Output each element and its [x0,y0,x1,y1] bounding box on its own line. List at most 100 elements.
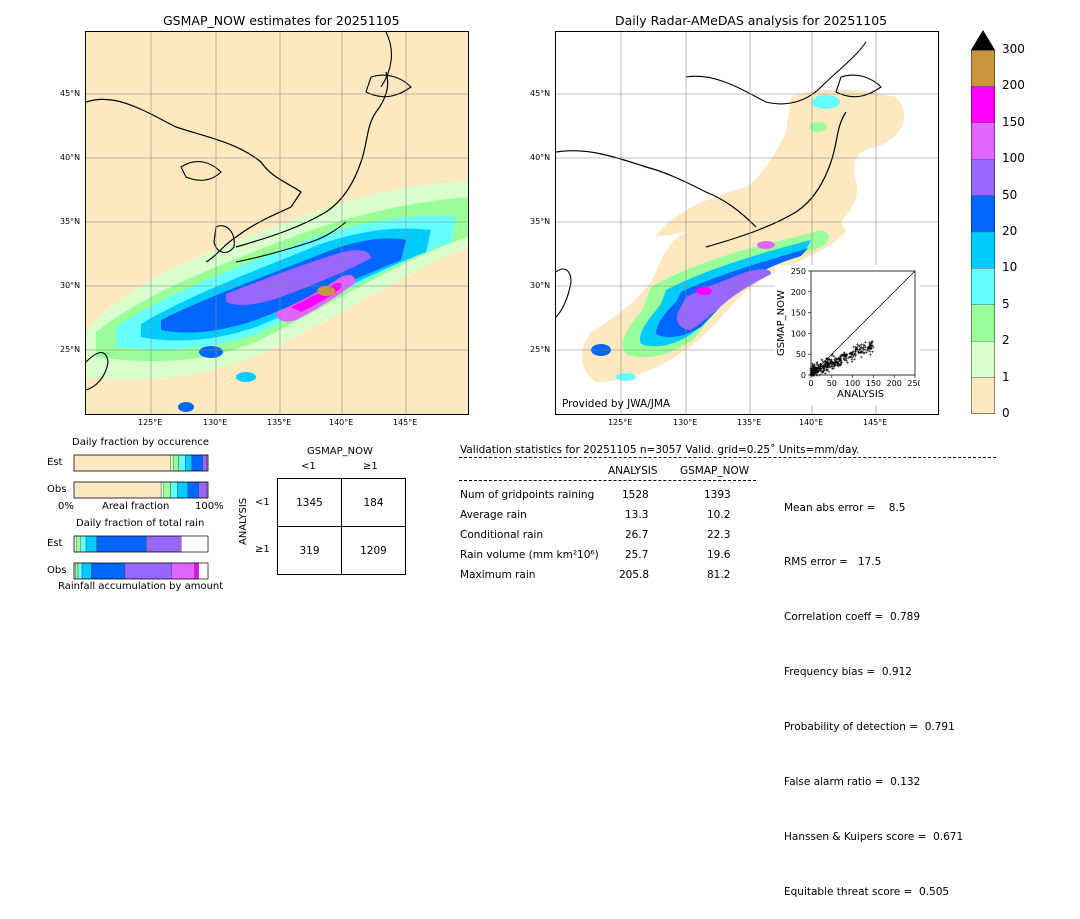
scatter-point [871,345,875,349]
scatter-point [826,358,829,361]
scatter-point [845,357,848,361]
colorbar-tick-label: 2 [1002,333,1010,348]
fraction-segment [178,454,186,472]
scatter-point [863,348,867,352]
scatter-point [818,369,822,372]
scatter-point [826,368,829,372]
scatter-point [812,364,816,367]
scatter-plot: 0 50 100 150 200 250 0 50 100 150 200 250 [791,267,923,388]
scatter-point [819,362,823,366]
score-frequency-bias: Frequency bias = 0.912 [784,666,912,679]
colorbar-canvas [970,30,996,415]
validation-row-analysis: 1528 [622,489,649,501]
scatter-point [857,351,860,355]
fraction-bar-frame [73,535,209,553]
colorbar-tick-label: 300 [1002,42,1025,56]
colorbar-segment [970,268,996,305]
scatter-point [846,361,849,365]
scatter-point [834,357,838,360]
score-mean-abs-error: Mean abs error = 8.5 [784,501,906,514]
scatter-point [813,373,816,377]
colorbar-segment [970,231,996,269]
scatter-xtick-label: 250 [907,379,920,388]
scatter-xtick-label: 150 [866,379,881,388]
validation-row: Num of gridpoints raining 1528 1393 [460,489,760,509]
scatter-point [831,353,834,356]
validation-row: Conditional rain 26.7 22.3 [460,529,760,549]
scatter-point [822,365,826,368]
scatter-point [843,354,847,357]
scatter-point [848,355,852,358]
left-lat-label-35: 35°N [60,217,81,226]
scatter-point [820,358,824,361]
colorbar-over-arrow [971,30,995,50]
scatter-point [812,369,816,373]
scatter-point [851,354,855,358]
cell-ge1-lt1: 319 [277,526,342,575]
cell-ge1-ge1: 1209 [341,526,406,575]
fraction-segment [176,481,189,499]
fraction-segment [202,454,207,472]
scatter-point [829,358,833,362]
scatter-point [811,371,815,375]
occurrence-chart [73,449,209,499]
scatter-point [842,353,846,357]
validation-col-gsmap: GSMAP_NOW [680,465,750,477]
fraction-segment [73,535,77,553]
scatter-point [855,348,859,351]
scatter-point [850,360,854,363]
scatter-point [869,346,872,350]
scatter-point [815,363,819,367]
colorbar-segment [970,341,996,378]
scatter-point [837,358,841,362]
scatter-point [840,361,843,364]
scatter-ytick-label: 200 [791,288,806,297]
scatter-point [838,356,842,360]
scatter-point [826,361,829,365]
validation-row-analysis: 26.7 [625,529,649,541]
scatter-point [869,343,873,347]
scatter-point [839,355,843,358]
colorbar-tick-label: 150 [1002,114,1025,129]
scatter-point [859,343,863,346]
fraction-segment [96,535,147,553]
colorbar-tick-label: 50 [1002,187,1018,202]
scatter-point [856,350,860,353]
scatter-point [862,346,865,349]
rain-fraction-canvas [73,535,209,580]
scatter-point [864,345,867,349]
occurrence-axis-0: 0% [58,501,74,512]
left-lat-label-45: 45°N [60,89,81,98]
scatter-point [810,373,814,377]
scatter-point [869,353,872,356]
rain-fraction-chart [73,530,209,580]
scatter-point [815,373,819,377]
right-map-title: Daily Radar-AMeDAS analysis for 20251105 [615,13,888,28]
fraction-segment [163,481,171,499]
scatter-ytick-label: 0 [801,371,806,380]
scatter-reference-line [810,270,916,376]
scatter-ylabel: GSMAP_NOW [776,290,787,356]
scatter-point [837,360,840,364]
scatter-ytick-label: 150 [791,309,806,318]
validation-row: Maximum rain 205.8 81.2 [460,569,760,589]
validation-col-analysis: ANALYSIS [608,465,658,477]
contingency-col-label-lt1: <1 [301,461,316,472]
scatter-point [853,357,856,361]
fraction-segment [73,481,162,499]
scatter-point [820,367,824,371]
colorbar-tick-label: 10 [1002,260,1018,275]
contingency-col-header: GSMAP_NOW [307,446,373,457]
score-hk: Hanssen & Kuipers score = 0.671 [784,830,964,843]
scatter-xtick-label: 100 [845,379,860,388]
left-lon-label-125: 125°E [138,418,163,427]
scatter-point [854,350,857,354]
colorbar-segment [970,122,996,160]
scatter-points [809,340,875,377]
fraction-segment [81,562,92,580]
fraction-segment [91,562,126,580]
scatter-point [832,355,836,359]
validation-table-divider [459,480,756,481]
fraction-segment [185,454,193,472]
fraction-bar-frame [73,562,209,580]
